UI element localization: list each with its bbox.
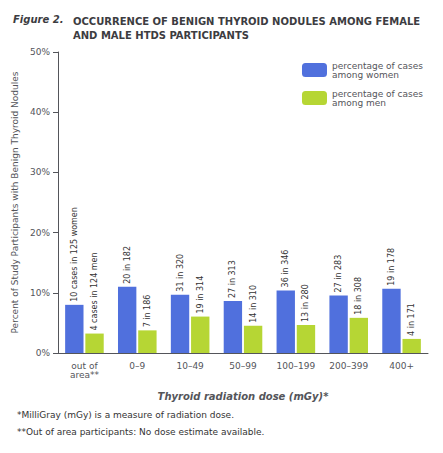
svg-text:19 in 178: 19 in 178 xyxy=(387,248,396,286)
svg-text:area**: area** xyxy=(70,370,100,380)
svg-text:50–99: 50–99 xyxy=(229,361,257,371)
svg-text:Figure 2.: Figure 2. xyxy=(13,14,64,25)
svg-text:Percent of Study Participants: Percent of Study Participants with Benig… xyxy=(10,71,20,333)
svg-text:31 in 320: 31 in 320 xyxy=(176,254,185,292)
svg-text:27 in 283: 27 in 283 xyxy=(334,255,343,293)
svg-text:14 in 310: 14 in 310 xyxy=(249,285,258,323)
svg-text:20%: 20% xyxy=(30,228,50,238)
svg-text:200–399: 200–399 xyxy=(329,361,368,371)
svg-text:4 in 171: 4 in 171 xyxy=(407,303,416,336)
svg-text:27 in 313: 27 in 313 xyxy=(228,260,237,298)
svg-text:among women: among women xyxy=(332,70,399,80)
svg-text:10%: 10% xyxy=(30,288,50,298)
svg-text:400+: 400+ xyxy=(389,361,414,371)
svg-text:36 in 346: 36 in 346 xyxy=(281,250,290,288)
svg-text:among men: among men xyxy=(332,98,386,108)
svg-text:40%: 40% xyxy=(30,107,50,117)
svg-text:10–49: 10–49 xyxy=(176,361,204,371)
svg-text:percentage of cases: percentage of cases xyxy=(332,88,423,99)
svg-text:OCCURRENCE OF BENIGN THYROID N: OCCURRENCE OF BENIGN THYROID NODULES AMO… xyxy=(73,16,420,27)
svg-text:30%: 30% xyxy=(30,167,50,177)
svg-text:50%: 50% xyxy=(30,47,50,57)
svg-text:10 cases in 125 women: 10 cases in 125 women xyxy=(70,207,79,302)
svg-text:out of: out of xyxy=(71,360,98,371)
svg-text:18 in 308: 18 in 308 xyxy=(354,277,363,315)
svg-text:Thyroid radiation dose (mGy)*: Thyroid radiation dose (mGy)* xyxy=(158,391,330,402)
svg-text:4 cases in 124 men: 4 cases in 124 men xyxy=(90,252,99,330)
svg-text:100–199: 100–199 xyxy=(276,361,315,371)
svg-text:7 in 186: 7 in 186 xyxy=(143,295,152,328)
svg-text:AND MALE HTDS PARTICIPANTS: AND MALE HTDS PARTICIPANTS xyxy=(73,30,249,41)
svg-text:20 in 182: 20 in 182 xyxy=(123,246,132,284)
svg-text:19 in 314: 19 in 314 xyxy=(196,276,205,314)
svg-text:percentage of cases: percentage of cases xyxy=(332,60,423,71)
svg-text:0–9: 0–9 xyxy=(129,361,145,371)
svg-text:13 in 280: 13 in 280 xyxy=(301,284,310,322)
svg-text:*MilliGray (mGy) is a measure: *MilliGray (mGy) is a measure of radiati… xyxy=(17,410,234,420)
svg-text:**Out of area participants: No: **Out of area participants: No dose esti… xyxy=(17,427,264,437)
svg-text:0%: 0% xyxy=(36,348,51,358)
